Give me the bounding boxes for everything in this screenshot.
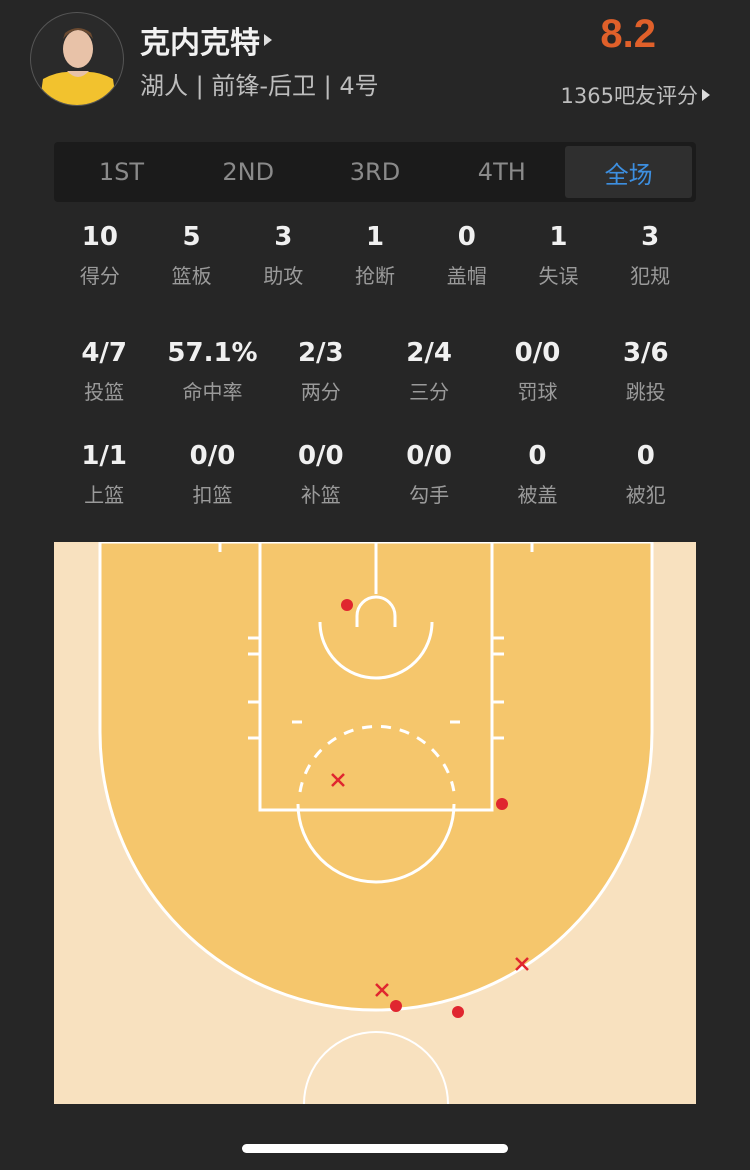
- made-shot-dot: [452, 1006, 464, 1018]
- stat-value: 1: [549, 222, 568, 252]
- shot-chart-court: [54, 542, 696, 1104]
- rating-count: 1365吧友评分: [560, 84, 698, 108]
- stat-basic: 3 助攻: [237, 222, 329, 289]
- player-rating: 8.2: [600, 12, 656, 56]
- stat-shooting: 3/6 跳投: [592, 338, 700, 405]
- stat-basic: 1 失误: [513, 222, 605, 289]
- shot-type-stats-row: 1/1 上篮 0/0 扣篮 0/0 补篮 0/0 勾手 0 被盖 0 被犯: [50, 441, 700, 508]
- stat-value: 2/3: [297, 338, 344, 368]
- stat-basic: 10 得分: [54, 222, 146, 289]
- stat-value: 10: [81, 222, 118, 252]
- stat-types: 0 被盖: [483, 441, 591, 508]
- stat-types: 0/0 补篮: [267, 441, 375, 508]
- stat-label: 三分: [409, 380, 450, 404]
- stat-value: 0/0: [297, 441, 344, 471]
- period-tabs: 1ST 2ND 3RD 4TH 全场: [54, 142, 696, 202]
- rating-count-link[interactable]: 1365吧友评分: [561, 80, 710, 110]
- stat-value: 3/6: [622, 338, 669, 368]
- stat-shooting: 2/3 两分: [267, 338, 375, 405]
- arrow-right-icon: [264, 34, 272, 46]
- three-point-line: [98, 542, 654, 1012]
- stat-value: 1: [365, 222, 385, 252]
- stat-label: 盖帽: [446, 264, 487, 288]
- stat-shooting: 2/4 三分: [375, 338, 483, 405]
- player-name-text: 克内克特: [140, 26, 260, 61]
- tab-2nd[interactable]: 2ND: [222, 158, 275, 186]
- stat-label: 抢断: [355, 264, 396, 288]
- player-photo: [39, 28, 117, 105]
- stat-label: 跳投: [625, 380, 666, 404]
- stat-label: 命中率: [182, 380, 243, 404]
- stat-basic: 1 抢断: [329, 222, 421, 289]
- stat-shooting: 57.1% 命中率: [158, 338, 266, 405]
- stat-value: 0/0: [189, 441, 236, 471]
- stat-label: 被盖: [517, 483, 558, 507]
- stat-shooting: 0/0 罚球: [483, 338, 591, 405]
- stat-label: 被犯: [625, 483, 666, 507]
- stat-basic: 5 篮板: [146, 222, 238, 289]
- stat-value: 3: [641, 222, 660, 252]
- tab-4th[interactable]: 4TH: [477, 158, 526, 186]
- home-indicator[interactable]: [242, 1144, 508, 1153]
- stat-label: 两分: [300, 380, 341, 404]
- stat-value: 0: [528, 441, 547, 471]
- missed-shot-x: [515, 957, 529, 971]
- stat-label: 补篮: [300, 483, 341, 507]
- stat-value: 57.1%: [167, 338, 258, 368]
- stat-value: 0: [457, 222, 476, 252]
- stat-types: 1/1 上篮: [50, 441, 158, 508]
- tab-3rd[interactable]: 3RD: [349, 158, 401, 186]
- arrow-right-icon: [702, 89, 710, 101]
- stat-types: 0/0 勾手: [375, 441, 483, 508]
- stat-basic: 0 盖帽: [421, 222, 513, 289]
- stat-value: 1/1: [81, 441, 127, 471]
- missed-shot-x: [375, 983, 389, 997]
- stat-label: 上篮: [84, 483, 125, 507]
- stat-types: 0 被犯: [592, 441, 700, 508]
- stat-value: 3: [274, 222, 293, 252]
- stat-basic: 3 犯规: [604, 222, 696, 289]
- stat-label: 助攻: [263, 264, 304, 288]
- player-info: 湖人 | 前锋-后卫 | 4号: [140, 72, 379, 100]
- made-shot-dot: [496, 798, 508, 810]
- stat-label: 扣篮: [192, 483, 233, 507]
- made-shot-dot: [390, 1000, 402, 1012]
- stat-label: 罚球: [517, 380, 558, 404]
- basic-stats-row: 10 得分 5 篮板 3 助攻 1 抢断 0 盖帽 1 失误 3 犯规: [54, 222, 696, 289]
- stat-value: 4/7: [81, 338, 127, 368]
- tab-1st[interactable]: 1ST: [98, 158, 144, 186]
- stat-label: 犯规: [630, 264, 671, 288]
- court-lines: [218, 542, 534, 1104]
- stat-label: 勾手: [409, 483, 450, 507]
- player-avatar[interactable]: [30, 12, 124, 106]
- made-shot-dot: [341, 599, 353, 611]
- shot-markers: [331, 599, 529, 1018]
- stat-value: 0/0: [406, 441, 452, 471]
- stat-label: 失误: [538, 264, 579, 288]
- stat-value: 2/4: [406, 338, 452, 368]
- stat-types: 0/0 扣篮: [158, 441, 266, 508]
- stat-value: 0/0: [514, 338, 561, 368]
- stat-label: 得分: [79, 264, 120, 288]
- shooting-stats-row: 4/7 投篮 57.1% 命中率 2/3 两分 2/4 三分 0/0 罚球 3/6 跳投: [50, 338, 700, 405]
- stat-value: 5: [182, 222, 201, 252]
- stat-value: 0: [636, 441, 655, 471]
- stat-label: 篮板: [171, 264, 212, 288]
- missed-shot-x: [331, 773, 345, 787]
- stat-label: 投篮: [84, 380, 125, 404]
- stat-shooting: 4/7 投篮: [50, 338, 158, 405]
- player-name[interactable]: 克内克特: [140, 18, 272, 62]
- tab-full-game[interactable]: 全场: [565, 146, 692, 198]
